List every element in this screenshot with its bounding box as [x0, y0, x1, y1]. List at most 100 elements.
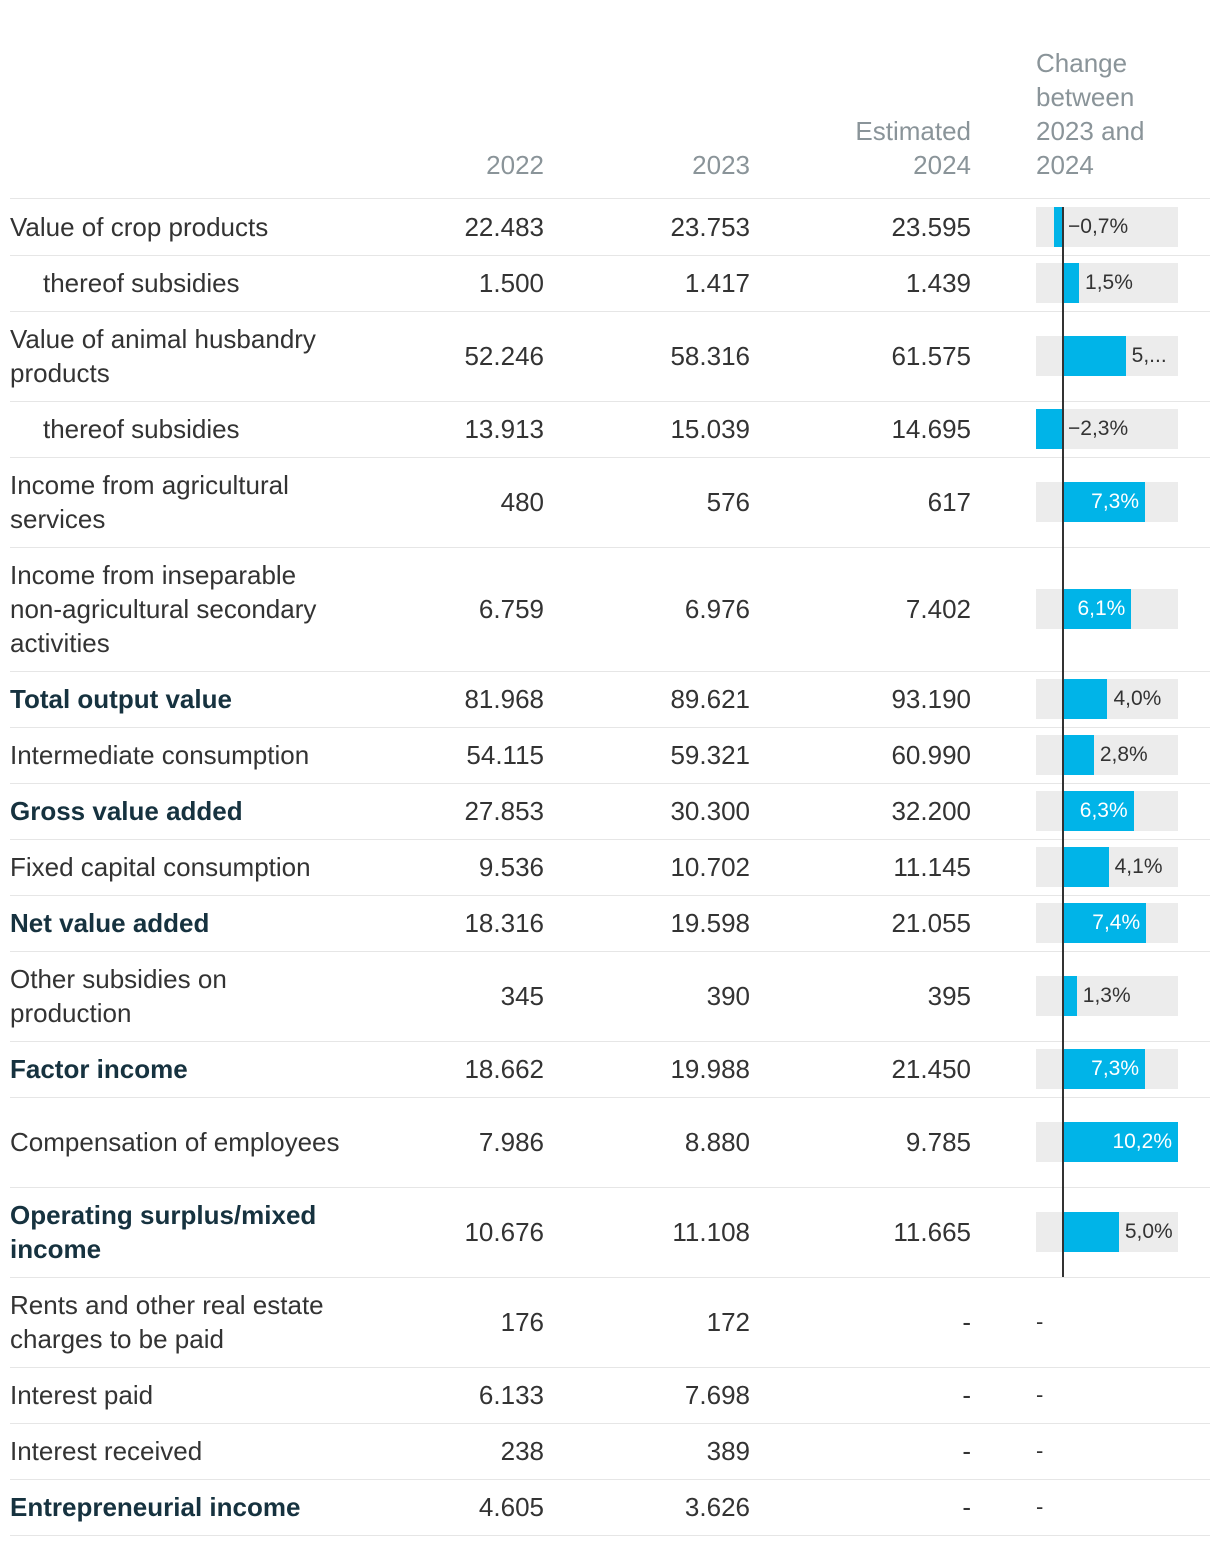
- change-bar-track: 7,3%: [1036, 482, 1178, 522]
- header-estimated-2024: Estimated 2024: [855, 116, 971, 180]
- table-row: Rents and other real estate charges to b…: [10, 1277, 1210, 1368]
- cell-v2022: 18.316: [464, 908, 544, 938]
- cell-v2024: 21.055: [891, 908, 971, 938]
- row-label: Fixed capital consumption: [10, 852, 311, 882]
- cell-v2022: 54.115: [466, 740, 544, 770]
- cell-v2024: 395: [927, 981, 971, 1011]
- change-bar: [1035, 409, 1062, 449]
- row-label: Factor income: [10, 1054, 188, 1084]
- cell-v2024: 21.450: [891, 1054, 971, 1084]
- cell-v2024: -: [962, 1380, 971, 1410]
- change-bar: [1062, 679, 1108, 719]
- change-bar: [1062, 589, 1132, 629]
- change-bar-track: 10,2%: [1036, 1122, 1178, 1162]
- cell-v2024: 11.665: [893, 1217, 971, 1247]
- table-row: Compensation of employees 7.986 8.880 9.785…: [10, 1097, 1210, 1188]
- table-row: Income from inseparable non-agricultural…: [10, 547, 1210, 672]
- cell-v2023: 59.321: [670, 740, 750, 770]
- row-label: Net value added: [10, 908, 210, 938]
- change-label: 1,5%: [1085, 271, 1133, 294]
- row-label: thereof subsidies: [43, 414, 240, 444]
- cell-v2024: 11.145: [893, 852, 971, 882]
- table-row: Value of animal husbandry products 52.246…: [10, 311, 1210, 402]
- cell-v2023: 6.976: [684, 594, 750, 624]
- change-bar: [1062, 976, 1077, 1016]
- table-row: Total output value 81.968 89.621 93.190 4,0%: [10, 671, 1210, 728]
- header-change: Change between 2023 and 2024: [1036, 48, 1145, 180]
- table-row: Factor income 18.662 19.988 21.450 7,3%: [10, 1041, 1210, 1098]
- cell-v2023: 390: [706, 981, 750, 1011]
- cell-v2024: -: [962, 1307, 971, 1337]
- change-bar-track: 5,...: [1036, 336, 1178, 376]
- cell-v2022: 18.662: [464, 1054, 544, 1084]
- row-label: Value of animal husbandry products: [10, 324, 316, 388]
- table-row: Interest received 238 389 - -: [10, 1423, 1210, 1480]
- table-row: Other subsidies on production 345 390 395 1,…: [10, 951, 1210, 1042]
- change-bar-track: −0,7%: [1036, 207, 1178, 247]
- cell-v2024: 61.575: [891, 341, 971, 371]
- change-bar-track: 1,3%: [1036, 976, 1178, 1016]
- cell-v2022: 176: [500, 1307, 544, 1337]
- table-row: Operating surplus/mixed income 10.676 11.1…: [10, 1187, 1210, 1278]
- change-bar: [1062, 847, 1109, 887]
- change-bar: [1062, 482, 1146, 522]
- change-empty: -: [1036, 1309, 1044, 1334]
- change-label: 2,8%: [1099, 743, 1148, 766]
- change-label: −2,3%: [1068, 417, 1129, 440]
- table-row: thereof subsidies 13.913 15.039 14.695 −2,3%: [10, 401, 1210, 458]
- change-empty: -: [1036, 1494, 1044, 1519]
- header-2022: 2022: [486, 150, 544, 180]
- row-label: Interest paid: [10, 1380, 154, 1410]
- change-label: 5,0%: [1124, 1220, 1173, 1243]
- cell-v2024: 7.402: [905, 594, 971, 624]
- cell-v2022: 7.986: [478, 1127, 544, 1157]
- change-label: −0,7%: [1068, 215, 1129, 238]
- cell-v2023: 11.108: [672, 1217, 750, 1247]
- row-label: Other subsidies on production: [10, 964, 227, 1028]
- cell-v2022: 4.605: [478, 1492, 544, 1522]
- cell-v2023: 7.698: [684, 1380, 750, 1410]
- zero-axis-line: [1062, 207, 1064, 1277]
- change-bar: [1054, 207, 1062, 247]
- row-label: Gross value added: [10, 796, 243, 826]
- cell-v2024: 9.785: [905, 1127, 971, 1157]
- cell-v2022: 27.853: [464, 796, 544, 826]
- cell-v2022: 13.913: [464, 414, 544, 444]
- table-header: 2022 2023 Estimated 2024 Change between …: [10, 0, 1210, 199]
- change-label: 6,3%: [1079, 799, 1128, 822]
- table-row: Intermediate consumption 54.115 59.321 60.9…: [10, 727, 1210, 784]
- cell-v2022: 6.759: [478, 594, 544, 624]
- row-label: Interest received: [10, 1436, 203, 1466]
- cell-v2022: 238: [500, 1436, 544, 1466]
- cell-v2023: 15.039: [670, 414, 750, 444]
- change-label: 4,1%: [1114, 855, 1163, 878]
- row-label: Entrepreneurial income: [10, 1492, 301, 1522]
- row-label: thereof subsidies: [43, 268, 240, 298]
- cell-v2023: 576: [706, 487, 750, 517]
- cell-v2023: 1.417: [684, 268, 750, 298]
- cell-v2024: 93.190: [891, 684, 971, 714]
- cell-v2024: 14.695: [891, 414, 971, 444]
- change-bar-track: 6,1%: [1036, 589, 1178, 629]
- cell-v2023: 8.880: [684, 1127, 750, 1157]
- cell-v2023: 10.702: [670, 852, 750, 882]
- header-2023: 2023: [692, 150, 750, 180]
- row-label: Compensation of employees: [10, 1127, 340, 1157]
- cell-v2023: 30.300: [670, 796, 750, 826]
- cell-v2024: 617: [927, 487, 971, 517]
- change-label: 7,3%: [1091, 490, 1140, 513]
- cell-v2022: 6.133: [478, 1380, 544, 1410]
- table-row: Value of crop products 22.483 23.753 23.595…: [10, 199, 1210, 256]
- change-bar-track: 5,0%: [1036, 1212, 1178, 1252]
- row-label: Total output value: [10, 684, 232, 714]
- row-label: Value of crop products: [10, 212, 269, 242]
- cell-v2022: 9.536: [478, 852, 544, 882]
- cell-v2024: 60.990: [891, 740, 971, 770]
- change-label: 5,...: [1131, 344, 1167, 367]
- change-bar: [1062, 336, 1126, 376]
- cell-v2024: 32.200: [891, 796, 971, 826]
- table-row: Net value added 18.316 19.598 21.055 7,4%: [10, 895, 1210, 952]
- row-label: Rents and other real estate charges to b…: [10, 1290, 324, 1354]
- table-row: Interest paid 6.133 7.698 - -: [10, 1367, 1210, 1424]
- change-bar: [1062, 263, 1080, 303]
